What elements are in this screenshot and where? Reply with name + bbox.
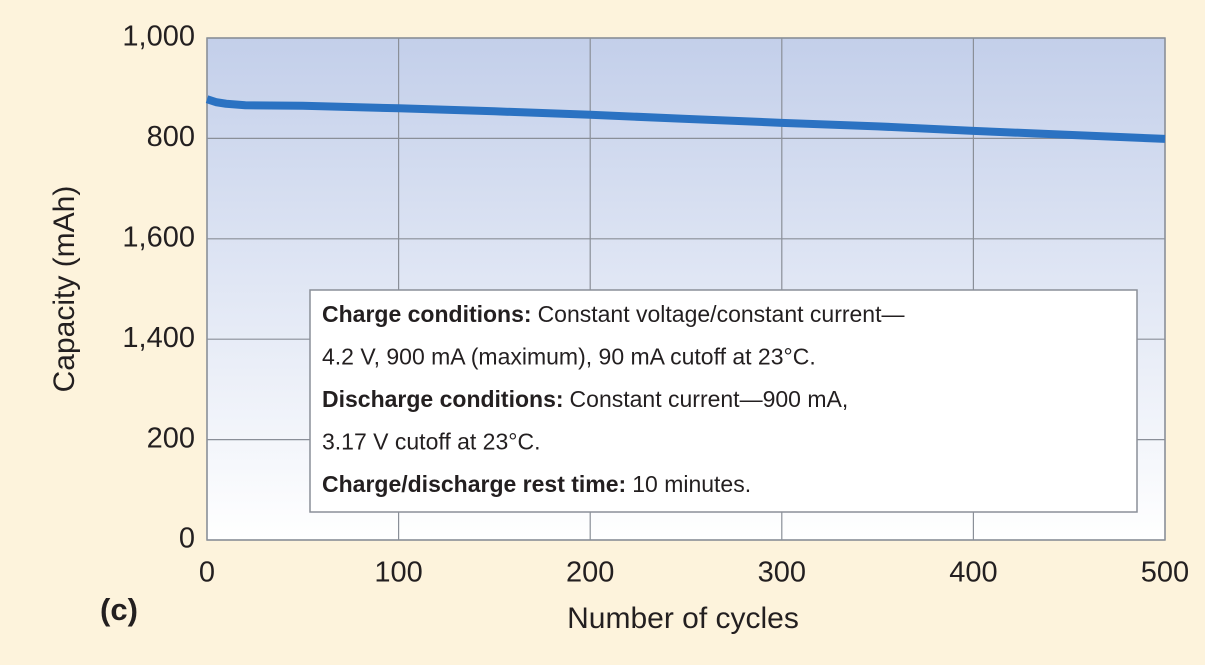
y-tick-label: 1,000 (122, 21, 195, 53)
annotation-bold: Charge/discharge rest time: (322, 471, 626, 497)
x-tick-label: 200 (566, 557, 614, 589)
annotation-text: 10 minutes. (632, 471, 751, 497)
plot-frame (206, 37, 1166, 541)
y-tick-label: 1,600 (122, 221, 195, 253)
y-tick-label: 200 (147, 422, 195, 454)
x-tick-label: 500 (1141, 557, 1189, 589)
x-tick-label: 400 (949, 557, 997, 589)
x-tick-label: 100 (374, 557, 422, 589)
y-tick-label: 1,400 (122, 322, 195, 354)
annotation-text: 4.2 V, 900 mA (maximum), 90 mA cutoff at… (322, 344, 816, 370)
panel-label: (c) (100, 592, 138, 627)
x-tick-label: 300 (758, 557, 806, 589)
y-tick-label: 0 (179, 523, 195, 555)
x-tick-label: 0 (199, 557, 215, 589)
annotation-bold: Charge conditions: (322, 301, 532, 327)
annotation-line: 4.2 V, 900 mA (maximum), 90 mA cutoff at… (322, 344, 816, 370)
y-axis-label: Capacity (mAh) (48, 186, 81, 393)
annotation-text: Constant current—900 mA, (570, 386, 849, 412)
annotation-bold: Discharge conditions: (322, 386, 564, 412)
annotation-line: Charge conditions: Constant voltage/const… (322, 301, 904, 327)
annotation-text: Constant voltage/constant current— (538, 301, 905, 327)
annotation-box (309, 289, 1138, 513)
annotation-line: Discharge conditions: Constant current—90… (322, 386, 848, 412)
annotation-line: Charge/discharge rest time: 10 minutes. (322, 471, 751, 497)
y-tick-label: 800 (147, 121, 195, 153)
data-line (205, 95, 1166, 143)
annotation-line: 3.17 V cutoff at 23°C. (322, 429, 540, 455)
annotation-text: 3.17 V cutoff at 23°C. (322, 429, 540, 455)
x-axis-label: Number of cycles (567, 602, 799, 635)
